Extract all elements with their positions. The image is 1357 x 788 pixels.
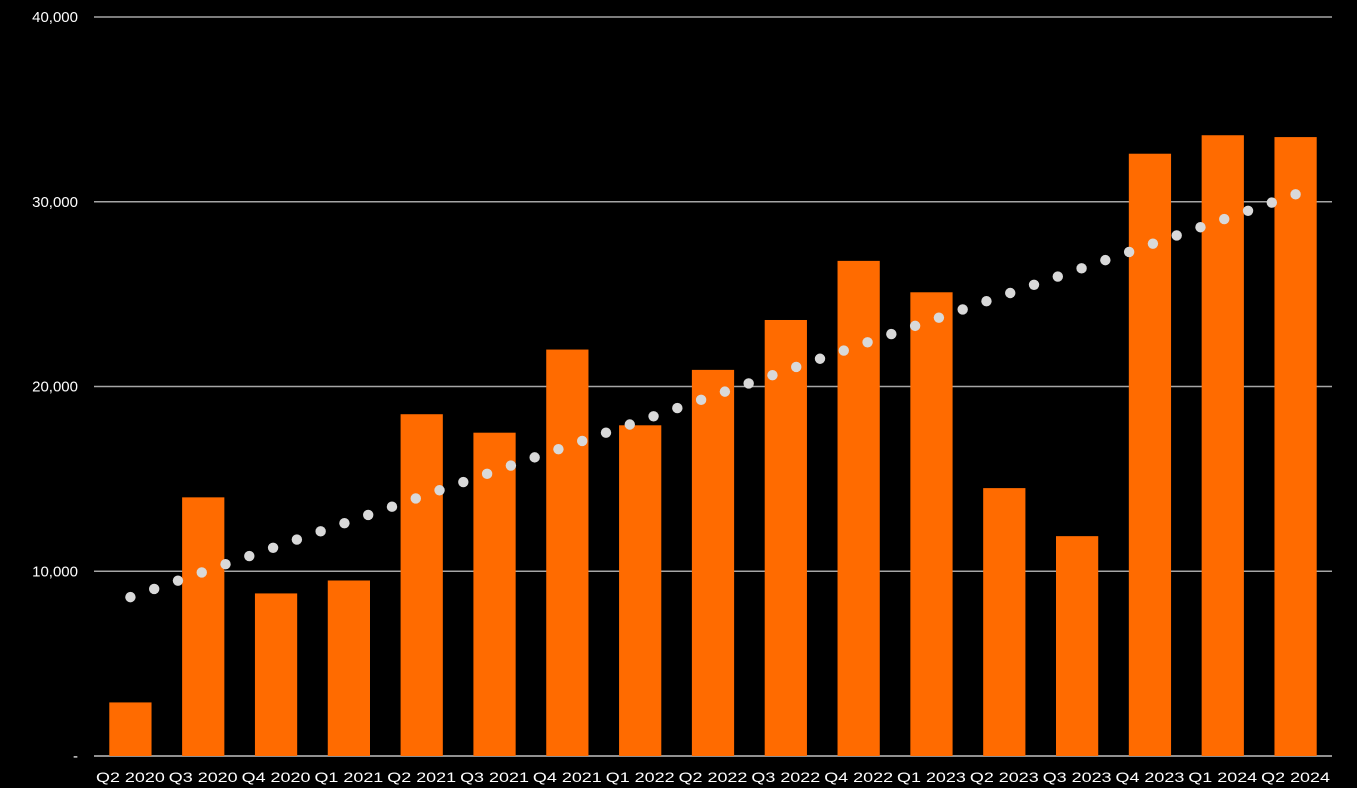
trend-dot-23 bbox=[672, 402, 683, 414]
trend-dot-48 bbox=[1266, 197, 1278, 208]
trend-dot-32 bbox=[886, 328, 897, 340]
bar-10 bbox=[837, 260, 880, 756]
bar-16 bbox=[1274, 137, 1317, 756]
trend-dot-46 bbox=[1219, 213, 1230, 225]
bar-12 bbox=[983, 488, 1026, 756]
trend-dot-33 bbox=[909, 320, 921, 332]
trend-dot-3 bbox=[196, 567, 207, 578]
trend-dot-44 bbox=[1171, 230, 1182, 241]
bar-4 bbox=[400, 414, 443, 756]
y-tick-label-2: 20,000 bbox=[32, 379, 78, 396]
bar-14 bbox=[1128, 153, 1172, 757]
x-tick-label-12: Q2 2023 bbox=[970, 769, 1039, 785]
bar-2 bbox=[254, 593, 298, 756]
x-tick-label-4: Q2 2021 bbox=[387, 769, 456, 785]
trend-dot-5 bbox=[244, 550, 255, 562]
trend-dot-11 bbox=[386, 501, 398, 512]
trend-dot-39 bbox=[1052, 271, 1063, 282]
bar-3 bbox=[327, 580, 371, 756]
x-tick-label-7: Q1 2022 bbox=[606, 769, 675, 785]
trend-dot-1 bbox=[148, 583, 160, 595]
y-tick-label-4: 40,000 bbox=[32, 9, 78, 26]
bar-13 bbox=[1055, 536, 1099, 756]
trend-dot-27 bbox=[767, 369, 778, 381]
bar-5 bbox=[473, 432, 516, 756]
x-tick-label-11: Q1 2023 bbox=[897, 769, 966, 785]
trend-dot-47 bbox=[1242, 205, 1254, 216]
bar-8 bbox=[691, 369, 735, 756]
bar-1 bbox=[182, 497, 225, 756]
x-tick-label-10: Q4 2022 bbox=[824, 769, 893, 785]
trend-dot-0 bbox=[125, 591, 136, 603]
trend-dot-4 bbox=[220, 559, 231, 570]
trend-dot-43 bbox=[1147, 238, 1159, 249]
trend-dot-13 bbox=[434, 485, 445, 496]
x-tick-label-3: Q1 2021 bbox=[314, 769, 383, 785]
trend-dot-22 bbox=[648, 411, 659, 422]
bar-0 bbox=[109, 702, 152, 756]
trend-dot-8 bbox=[315, 526, 326, 537]
x-tick-label-13: Q3 2023 bbox=[1043, 769, 1112, 785]
trend-dot-30 bbox=[838, 345, 849, 356]
x-tick-label-8: Q2 2022 bbox=[679, 769, 748, 785]
bar-15 bbox=[1201, 135, 1244, 757]
y-axis-ticks: - 10,000 20,000 30,000 40,000 bbox=[32, 9, 78, 765]
trend-dot-49 bbox=[1290, 189, 1301, 200]
y-tick-label-0: - bbox=[73, 748, 78, 765]
trend-dot-17 bbox=[529, 452, 540, 463]
trend-dot-29 bbox=[814, 353, 826, 364]
trendline bbox=[125, 189, 1301, 603]
y-tick-label-3: 30,000 bbox=[32, 194, 78, 211]
trend-dot-15 bbox=[481, 468, 493, 480]
y-tick-label-1: 10,000 bbox=[32, 563, 78, 580]
x-tick-label-2: Q4 2020 bbox=[242, 769, 311, 785]
trend-dot-40 bbox=[1076, 263, 1087, 274]
x-tick-label-9: Q3 2022 bbox=[751, 769, 820, 785]
trend-dot-7 bbox=[291, 534, 303, 545]
trend-dot-2 bbox=[172, 575, 184, 586]
x-axis-ticks: Q2 2020 Q3 2020 Q4 2020 Q1 2021 Q2 2021 Q3 20… bbox=[96, 769, 1330, 785]
trend-dot-9 bbox=[339, 517, 350, 529]
x-tick-label-0: Q2 2020 bbox=[96, 769, 165, 785]
trend-dot-14 bbox=[458, 476, 469, 488]
bar-9 bbox=[764, 319, 807, 756]
x-tick-label-5: Q3 2021 bbox=[460, 769, 529, 785]
trend-dot-16 bbox=[505, 460, 517, 471]
trend-dot-10 bbox=[363, 509, 374, 521]
x-tick-label-1: Q3 2020 bbox=[169, 769, 238, 785]
trend-dot-42 bbox=[1123, 246, 1135, 258]
x-tick-label-15: Q1 2024 bbox=[1188, 769, 1257, 785]
trend-dot-41 bbox=[1100, 254, 1111, 266]
trend-dot-35 bbox=[957, 304, 968, 315]
trend-dot-12 bbox=[410, 493, 421, 504]
trend-dot-45 bbox=[1195, 222, 1206, 233]
x-tick-label-6: Q4 2021 bbox=[533, 769, 602, 785]
x-tick-label-16: Q2 2024 bbox=[1261, 769, 1330, 785]
bars bbox=[109, 135, 1317, 757]
trend-dot-19 bbox=[577, 435, 588, 447]
bar-6 bbox=[546, 349, 589, 756]
trend-dot-37 bbox=[1005, 287, 1016, 299]
trend-dot-25 bbox=[719, 386, 731, 397]
trend-dot-20 bbox=[600, 427, 612, 438]
bar-11 bbox=[910, 292, 953, 756]
bar-7 bbox=[619, 425, 662, 756]
x-tick-label-14: Q4 2023 bbox=[1116, 769, 1185, 785]
trend-dot-36 bbox=[981, 296, 992, 307]
trend-dot-24 bbox=[695, 394, 707, 406]
trend-dot-38 bbox=[1028, 279, 1040, 290]
trend-dot-26 bbox=[743, 378, 754, 389]
trend-dot-34 bbox=[933, 312, 945, 323]
trend-dot-18 bbox=[553, 443, 564, 455]
trend-dot-6 bbox=[267, 542, 279, 553]
trend-dot-21 bbox=[624, 419, 635, 430]
trend-dot-31 bbox=[862, 337, 873, 348]
trend-dot-28 bbox=[791, 361, 802, 373]
